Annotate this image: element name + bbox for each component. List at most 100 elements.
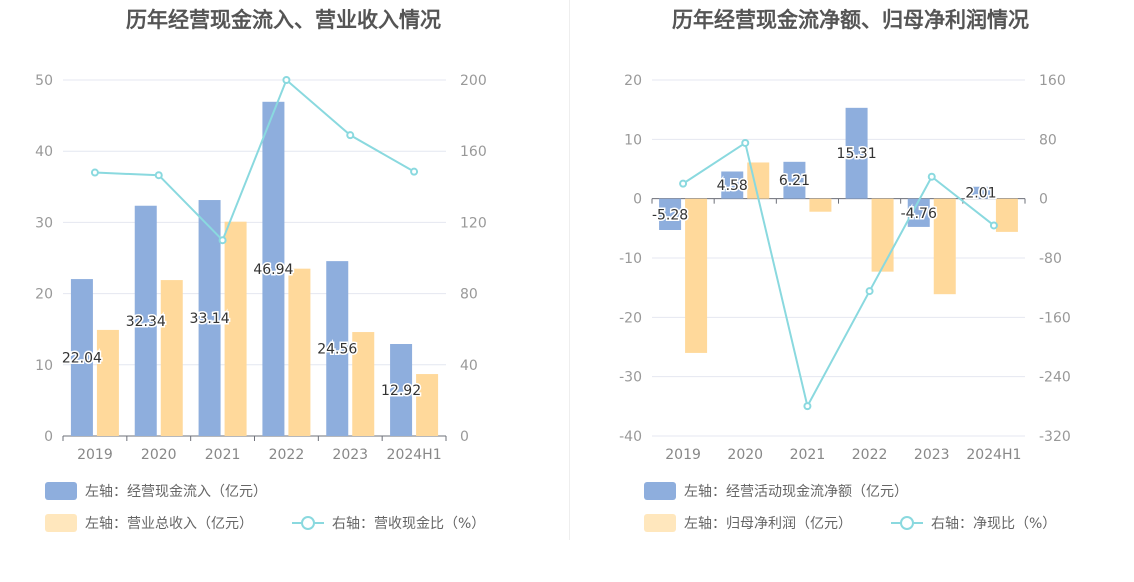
- bar-ffd99b: [416, 374, 439, 436]
- left-axis-tick-label: 10: [35, 358, 53, 374]
- legend-label: 左轴：营业总收入（亿元）: [85, 516, 253, 532]
- left-axis-tick-label: 10: [624, 132, 642, 148]
- right-axis-tick-label: 200: [460, 73, 487, 89]
- left-axis-tick-label: 20: [624, 73, 642, 89]
- x-axis-tick-label: 2020: [727, 447, 763, 463]
- left-axis-tick-label: 50: [35, 73, 53, 89]
- legend-swatch-blue: [45, 482, 77, 500]
- x-axis-tick-label: 2024H1: [966, 447, 1021, 463]
- bar-8eaedd: [907, 198, 930, 227]
- bar-data-label: 32.34: [126, 314, 166, 330]
- bar-ffd99b: [288, 268, 311, 436]
- ratio-point: [154, 171, 163, 180]
- left-axis-tick-label: -30: [619, 370, 642, 386]
- x-axis-tick-label: 2021: [205, 447, 241, 463]
- ratio-point: [346, 131, 355, 140]
- bar-ffd99b: [995, 198, 1018, 232]
- bar-data-label: 6.21: [779, 173, 810, 189]
- right-axis-tick-label: 160: [1039, 73, 1066, 89]
- bar-8eaedd: [783, 161, 806, 199]
- bar-8eaedd: [326, 261, 349, 436]
- bar-8eaedd: [845, 107, 868, 199]
- bar-8eaedd: [659, 198, 682, 230]
- x-axis-tick-label: 2019: [665, 447, 701, 463]
- legend-line-marker: [891, 514, 923, 532]
- bar-8eaedd: [134, 205, 157, 436]
- legend-label: 右轴：营收现金比（%）: [332, 516, 486, 532]
- bar-8eaedd: [198, 200, 221, 436]
- right-axis-tick-label: 80: [1039, 132, 1057, 148]
- right-axis-tick-label: 0: [460, 429, 469, 445]
- chart-panel-net-cash-flow: 历年经营现金流净额、归母净利润情况 -40 -30 -20 -10 0 10 20 -320-…: [567, 0, 1134, 582]
- bar-data-label: -5.28: [652, 207, 688, 223]
- right-axis-tick-label: -240: [1039, 370, 1071, 386]
- bar-data-label: -4.76: [901, 206, 937, 222]
- ratio-point: [803, 402, 812, 411]
- bar-ffd99b: [933, 198, 956, 295]
- bar-8eaedd: [721, 171, 744, 199]
- bar-data-label: 46.94: [253, 262, 293, 278]
- left-axis-tick-label: -20: [619, 310, 642, 326]
- bar-data-label: 2.01: [965, 186, 996, 202]
- ratio-point: [741, 138, 750, 147]
- right-axis-tick-label: 40: [460, 358, 478, 374]
- legend-label: 右轴：净现比（%）: [931, 516, 1057, 532]
- legend-swatch-orange: [45, 514, 77, 532]
- x-axis-tick-label: 2024H1: [387, 447, 442, 463]
- bar-data-label: 22.04: [62, 351, 102, 367]
- right-axis-tick-label: 160: [460, 144, 487, 160]
- legend-item-net-profit[interactable]: 左轴：归母净利润（亿元）: [644, 513, 852, 533]
- x-axis-tick-label: 2021: [790, 447, 826, 463]
- ratio-line: [94, 78, 415, 242]
- legend-item-revenue-cash-ratio[interactable]: 右轴：营收现金比（%）: [292, 513, 485, 533]
- left-axis-tick-label: -40: [619, 429, 642, 445]
- x-axis-tick-label: 2019: [77, 447, 113, 463]
- bar-data-label: 24.56: [317, 342, 357, 358]
- x-axis-tick-label: 2022: [852, 447, 888, 463]
- bar-data-label: 12.92: [381, 383, 421, 399]
- legend-swatch-blue: [644, 482, 676, 500]
- right-axis-tick-label: 0: [1039, 192, 1048, 208]
- bar-ffd99b: [224, 221, 247, 436]
- left-axis-tick-label: 30: [35, 215, 53, 231]
- bar-ffd99b: [352, 332, 375, 436]
- chart-plot-cash-inflow: 0 10 20 30 40 50 0 40 80 120 160 200 2019 2020 2021 202…: [35, 73, 487, 463]
- ratio-point: [989, 221, 998, 230]
- bar-ffd99b: [96, 329, 119, 436]
- left-axis-tick-label: -10: [619, 251, 642, 267]
- legend-item-net-cash-ratio[interactable]: 右轴：净现比（%）: [891, 513, 1056, 533]
- legend-item-cash-inflow[interactable]: 左轴：经营现金流入（亿元）: [45, 481, 267, 501]
- left-axis-tick-label: 0: [633, 192, 642, 208]
- legend-label: 左轴：经营活动现金流净额（亿元）: [684, 484, 908, 500]
- ratio-point: [679, 179, 688, 188]
- bar-8eaedd: [70, 279, 93, 436]
- legend-item-revenue[interactable]: 左轴：营业总收入（亿元）: [45, 513, 253, 533]
- ratio-point: [90, 168, 99, 177]
- panel-divider: [569, 0, 570, 540]
- ratio-point: [218, 236, 227, 245]
- bar-data-label: 33.14: [190, 311, 230, 327]
- right-axis-tick-label: -160: [1039, 310, 1071, 326]
- bar-data-label: 4.58: [717, 178, 748, 194]
- bar-8eaedd: [262, 101, 285, 436]
- x-axis-tick-label: 2020: [141, 447, 177, 463]
- legend-label: 左轴：归母净利润（亿元）: [684, 516, 852, 532]
- left-axis-tick-label: 20: [35, 287, 53, 303]
- bar-8eaedd: [969, 186, 992, 199]
- ratio-point: [282, 76, 291, 84]
- chart-title: 历年经营现金流净额、归母净利润情况: [672, 8, 1029, 32]
- ratio-line: [682, 141, 995, 409]
- legend-item-net-operating-cash[interactable]: 左轴：经营活动现金流净额（亿元）: [644, 481, 908, 501]
- right-axis-tick-label: 120: [460, 215, 487, 231]
- ratio-point: [410, 167, 419, 176]
- bar-ffd99b: [160, 280, 183, 436]
- right-axis-tick-label: -80: [1039, 251, 1062, 267]
- chart-panel-cash-inflow: 历年经营现金流入、营业收入情况 0 10 20 30 40 50 0 40 80 120 160 20…: [35, 8, 487, 533]
- bar-8eaedd: [390, 344, 413, 436]
- bar-ffd99b: [809, 198, 832, 212]
- legend-swatch-orange: [644, 514, 676, 532]
- bar-ffd99b: [685, 198, 708, 353]
- legend-label: 左轴：经营现金流入（亿元）: [85, 484, 267, 500]
- ratio-point: [865, 287, 874, 296]
- chart-title: 历年经营现金流入、营业收入情况: [126, 8, 441, 32]
